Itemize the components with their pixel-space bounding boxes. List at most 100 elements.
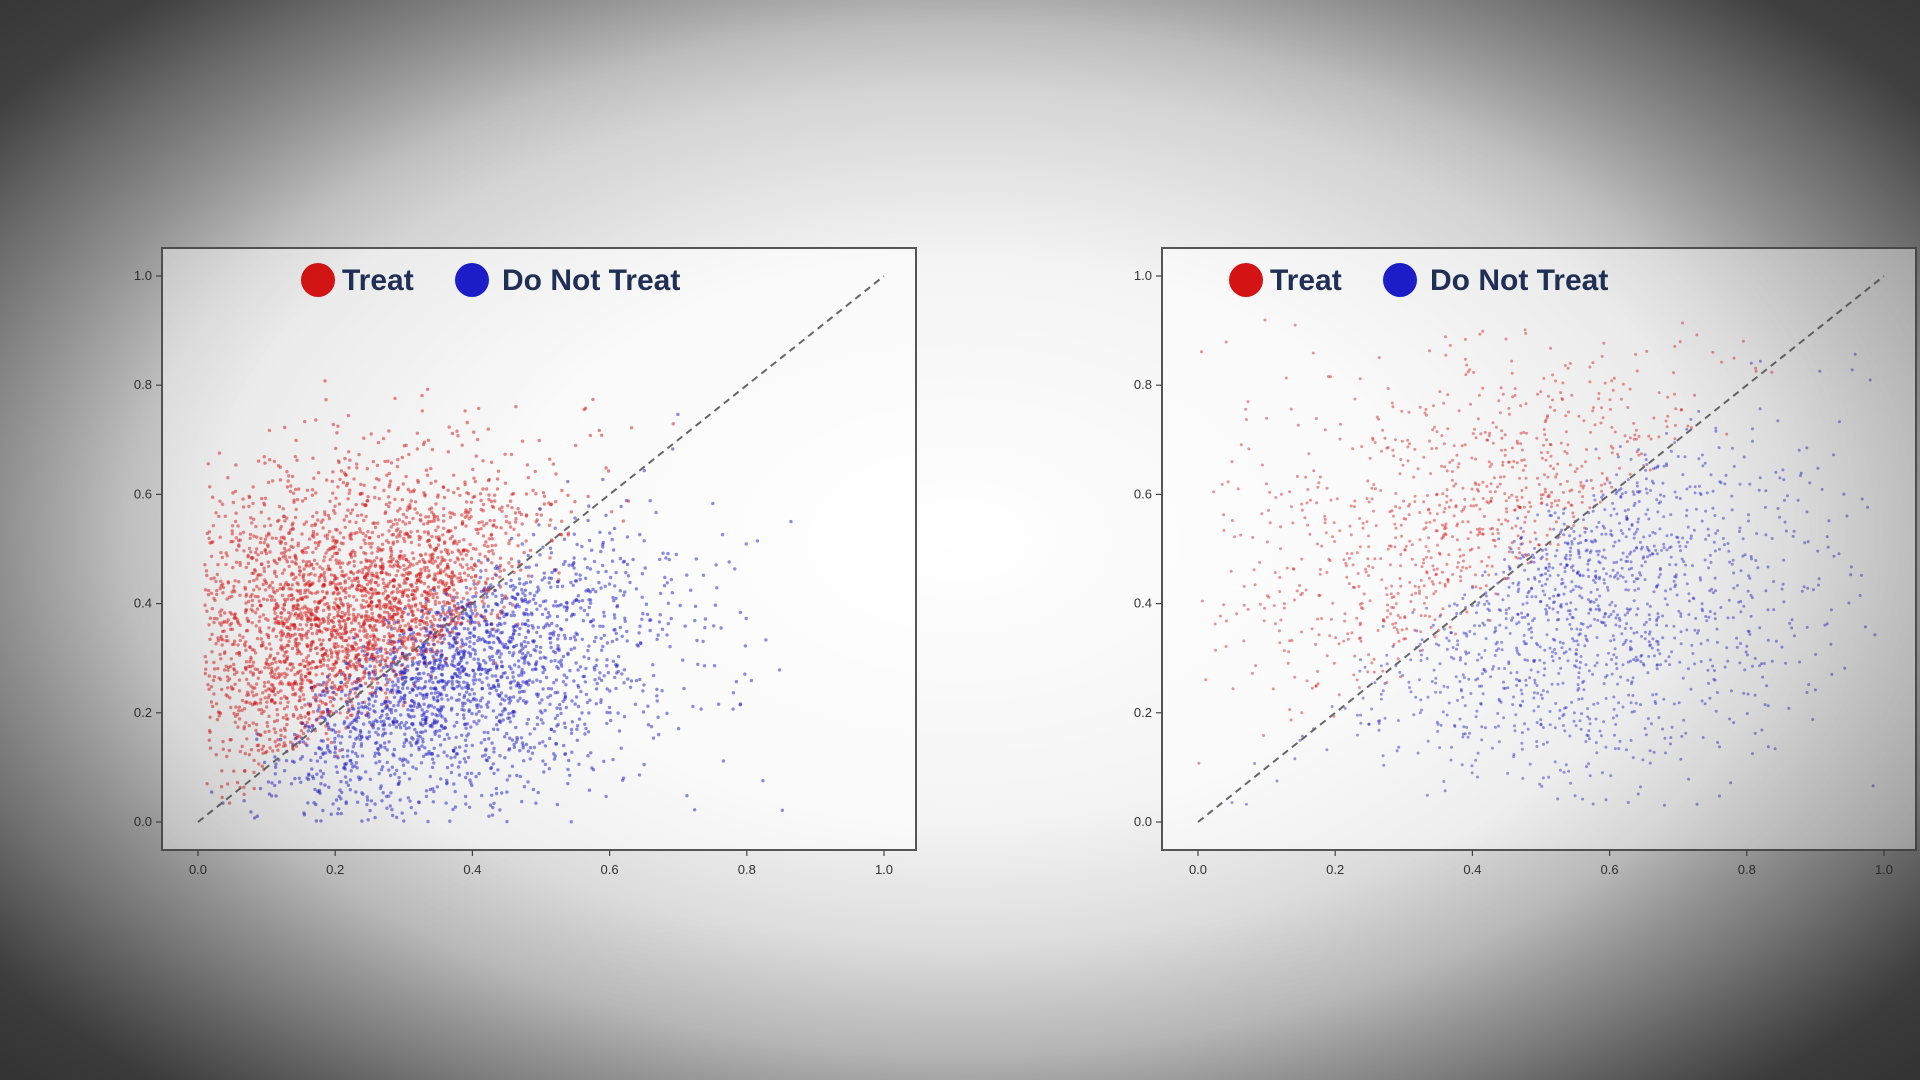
data-point [421, 612, 426, 616]
data-point [268, 687, 272, 691]
data-point [1535, 436, 1539, 440]
data-point [320, 715, 324, 720]
data-point [612, 628, 616, 632]
data-point [348, 458, 352, 462]
data-point [365, 802, 369, 807]
data-point [220, 687, 224, 692]
data-point [227, 748, 232, 753]
data-point [403, 697, 407, 701]
data-point [484, 592, 489, 596]
data-point [394, 528, 399, 533]
data-point [212, 667, 217, 671]
data-point [473, 605, 477, 609]
series-do-not-treat-points [210, 412, 793, 824]
data-point [534, 801, 538, 805]
data-point [354, 790, 358, 794]
data-point [628, 580, 632, 585]
data-point [219, 550, 223, 555]
data-point [1754, 366, 1758, 370]
data-point [472, 675, 476, 679]
data-point [236, 580, 241, 584]
data-point [516, 544, 520, 548]
data-point [393, 497, 397, 501]
data-point [574, 443, 578, 448]
data-point [433, 691, 437, 695]
data-point [245, 737, 249, 741]
data-point [532, 745, 537, 750]
data-point [446, 698, 450, 702]
data-point [298, 616, 303, 620]
data-point [211, 523, 216, 528]
data-point [244, 640, 248, 644]
data-point [599, 549, 603, 554]
data-point [409, 704, 413, 708]
data-point [665, 711, 669, 716]
data-point [519, 670, 524, 675]
data-point [254, 682, 259, 686]
data-point [315, 562, 319, 566]
data-point [317, 579, 321, 583]
data-point [642, 683, 646, 687]
data-point [388, 564, 392, 568]
data-point [212, 675, 217, 679]
data-point [676, 726, 681, 731]
data-point [353, 576, 357, 580]
data-point [411, 516, 415, 521]
data-point [373, 754, 377, 758]
data-point [498, 569, 502, 573]
data-point [379, 669, 383, 673]
data-point [427, 538, 431, 542]
data-point [601, 644, 605, 649]
data-point [509, 557, 514, 561]
data-point [481, 596, 486, 600]
data-point [568, 773, 572, 777]
data-point [336, 756, 340, 760]
data-point [331, 704, 335, 708]
data-point [241, 497, 245, 501]
data-point [333, 586, 337, 590]
data-point [355, 660, 359, 665]
data-point [422, 530, 427, 534]
data-point [744, 616, 748, 621]
data-point [348, 788, 352, 792]
data-point [1371, 566, 1375, 570]
data-point [642, 762, 646, 767]
data-point [549, 538, 554, 542]
data-point [407, 452, 411, 457]
data-point [271, 689, 275, 694]
data-point [429, 466, 433, 471]
data-point [1524, 331, 1528, 335]
data-point [311, 456, 315, 460]
data-point [336, 485, 340, 489]
data-point [268, 655, 272, 659]
data-point [508, 699, 513, 703]
data-point [549, 727, 553, 731]
series-treat-points [203, 379, 675, 805]
data-point [516, 507, 520, 511]
data-point [259, 510, 263, 514]
data-point [658, 591, 663, 596]
data-point [301, 678, 305, 682]
data-point [485, 676, 489, 680]
data-point [241, 505, 246, 509]
data-point [456, 651, 460, 655]
data-point [305, 560, 309, 564]
data-point [508, 736, 512, 740]
data-point [376, 654, 380, 659]
data-point [456, 765, 461, 769]
data-point [1298, 584, 1302, 587]
data-point [416, 676, 421, 680]
data-point [498, 754, 502, 758]
data-point [332, 684, 337, 688]
data-point [285, 560, 289, 564]
data-point [388, 600, 392, 604]
data-point [439, 614, 443, 619]
data-point [425, 387, 430, 391]
data-point [334, 446, 338, 451]
data-point [501, 671, 505, 676]
data-point [521, 646, 525, 651]
data-point [459, 600, 464, 604]
data-point [326, 513, 331, 518]
data-point [477, 678, 482, 682]
data-point [369, 600, 374, 604]
